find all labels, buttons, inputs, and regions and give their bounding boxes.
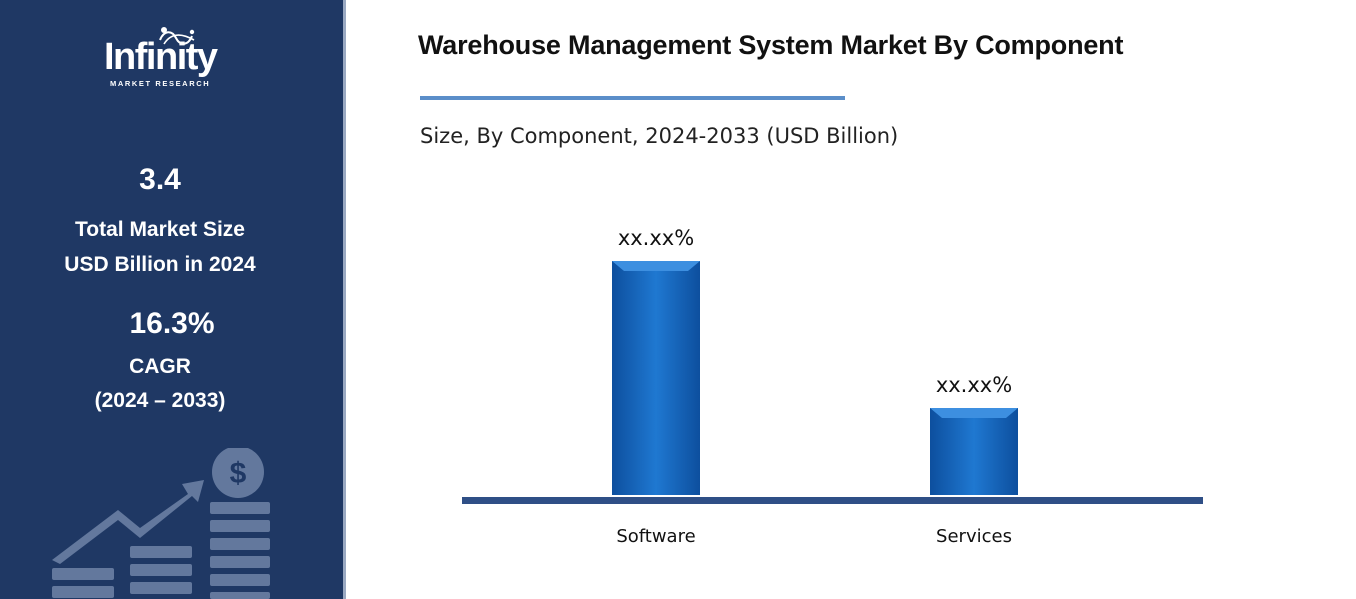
market-size-value: 3.4 <box>139 163 181 196</box>
logo-wordmark: Infinity <box>104 36 218 78</box>
x-axis-line <box>462 497 1203 504</box>
cagr-label: CAGR <box>129 355 191 378</box>
infinity-logo: Infinity MARKET RESEARCH <box>104 26 244 90</box>
bar-software <box>612 261 700 495</box>
bar-bevel-services <box>930 408 1018 418</box>
x-tick-label-software: Software <box>616 526 695 547</box>
x-tick-label-services: Services <box>936 526 1012 547</box>
market-size-unit-label: USD Billion in 2024 <box>64 253 256 276</box>
sidebar-panel: Infinity MARKET RESEARCH 3.4 Total Marke… <box>0 0 346 599</box>
bar-services <box>930 408 1018 495</box>
logo-tagline: MARKET RESEARCH <box>110 79 211 88</box>
market-size-label: Total Market Size <box>75 218 245 241</box>
chart-title: Warehouse Management System Market By Co… <box>418 30 1124 60</box>
data-label-software: xx.xx% <box>618 226 694 250</box>
bar-chart: xx.xx% Software xx.xx% Services <box>462 226 1203 547</box>
chart-subtitle: Size, By Component, 2024-2033 (USD Billi… <box>420 124 899 148</box>
growth-chart-dollar-icon: $ <box>52 448 270 599</box>
bar-bevel-software <box>612 261 700 271</box>
logo-swirl-icon <box>159 27 195 45</box>
title-underline <box>420 96 845 100</box>
cagr-value: 16.3% <box>129 307 215 340</box>
cagr-period-label: (2024 – 2033) <box>94 389 226 412</box>
data-label-services: xx.xx% <box>936 373 1012 397</box>
svg-text:$: $ <box>230 457 247 490</box>
